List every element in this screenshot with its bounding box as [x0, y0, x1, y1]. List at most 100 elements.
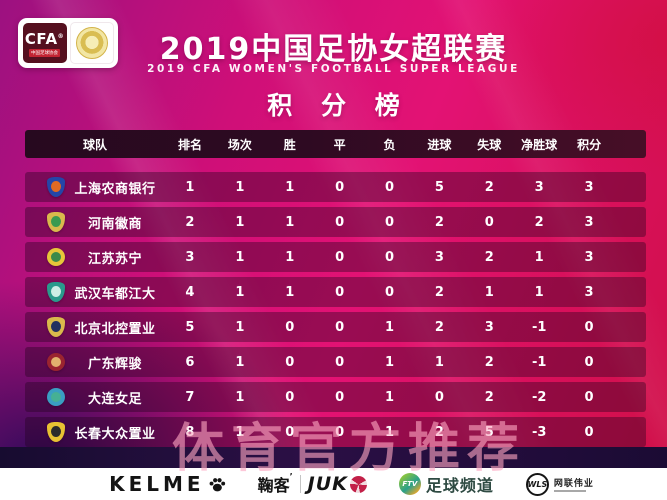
stat-value: 0 — [285, 354, 295, 370]
stat-value: 2 — [484, 249, 494, 265]
stat-value: 1 — [534, 284, 544, 300]
sponsor-juke: 鞠客’ JUK — [258, 472, 367, 496]
cfa-logo: CFA® 中国足球协会 — [18, 18, 118, 68]
team-badge-icon — [47, 212, 65, 232]
stat-value: -2 — [531, 389, 547, 405]
team-name: 上海农商银行 — [74, 181, 156, 197]
stat-value: 0 — [584, 319, 594, 335]
team-name: 广东辉骏 — [87, 356, 142, 372]
sponsor-football-channel: FTV 足球频道 — [398, 472, 494, 496]
stat-value: 3 — [584, 284, 594, 300]
stat-value: 1 — [185, 179, 195, 195]
standings-table: 球队 排名 场次 胜 平 负 进球 失球 净胜球 积分 上海农商银行 1 1 1 0 0 5 2 3 3 河南徽商 2 1… — [25, 130, 646, 452]
column-header: 场次 — [227, 137, 252, 152]
cfa-logo-emblem-box — [69, 22, 114, 64]
stat-value: 1 — [285, 284, 295, 300]
stat-value: 0 — [335, 284, 345, 300]
table-row: 北京北控置业 5 1 0 0 1 2 3 -1 0 — [25, 312, 646, 342]
team-badge-icon — [47, 248, 65, 266]
wls-circle-icon: WLS — [525, 472, 549, 496]
team-cell: 江苏苏宁 — [25, 248, 165, 267]
juke-latin-wordmark: JUK — [307, 473, 348, 495]
stat-value: -1 — [531, 354, 547, 370]
stat-value: 0 — [285, 424, 295, 440]
juke-mark: ’ — [289, 472, 293, 481]
stat-value: 0 — [584, 389, 594, 405]
column-header: 排名 — [177, 137, 202, 152]
football-icon — [349, 475, 367, 493]
column-header: 平 — [333, 137, 346, 152]
stat-value: 8 — [185, 424, 195, 440]
stat-value: 1 — [384, 354, 395, 370]
stat-value: 3 — [434, 249, 444, 265]
team-badge-icon — [47, 317, 65, 337]
column-header: 负 — [383, 137, 396, 152]
standings-heading: 积 分 榜 — [267, 91, 410, 120]
team-cell: 长春大众置业 — [25, 422, 165, 442]
table-row: 河南徽商 2 1 1 0 0 2 0 2 3 — [25, 207, 646, 237]
column-header: 进球 — [427, 137, 452, 152]
stat-value: 0 — [285, 389, 295, 405]
wls-english-tagline — [553, 490, 586, 492]
table-body: 上海农商银行 1 1 1 0 0 5 2 3 3 河南徽商 2 1 1 0 0 2 0 2 3 江苏苏宁 3 1 1 0 0 3 2 1… — [25, 172, 646, 447]
stat-value: 0 — [335, 354, 345, 370]
stat-value: 1 — [285, 179, 295, 195]
stat-value: 2 — [434, 319, 444, 335]
paw-icon — [209, 478, 225, 492]
stat-value: 3 — [185, 249, 195, 265]
page-subtitle: 2019 CFA WOMEN'S FOOTBALL SUPER LEAGUE — [147, 63, 520, 75]
stat-value: 5 — [484, 424, 494, 440]
team-name: 河南徽商 — [87, 216, 142, 232]
stat-value: 1 — [285, 249, 295, 265]
league-emblem-icon — [75, 27, 108, 59]
team-cell: 广东辉骏 — [25, 353, 165, 372]
football-channel-wordmark: 足球频道 — [425, 476, 494, 495]
stat-value: 1 — [384, 424, 395, 440]
stat-value: 1 — [484, 284, 494, 300]
stat-value: 2 — [185, 214, 195, 230]
stat-value: 1 — [235, 249, 245, 265]
stat-value: 0 — [335, 214, 345, 230]
stat-value: 0 — [335, 424, 345, 440]
stat-value: 1 — [384, 389, 395, 405]
stat-value: 1 — [384, 319, 395, 335]
cfa-logo-text: CFA® — [24, 30, 65, 48]
team-badge-icon — [47, 422, 65, 442]
divider — [299, 475, 301, 493]
ftv-globe-icon: FTV — [398, 473, 421, 495]
table-header-row: 球队 排名 场次 胜 平 负 进球 失球 净胜球 积分 — [25, 130, 646, 158]
column-header: 积分 — [577, 137, 602, 152]
column-header: 失球 — [477, 137, 502, 152]
team-name: 武汉车都江大 — [74, 286, 156, 302]
table-row: 广东辉骏 6 1 0 0 1 1 2 -1 0 — [25, 347, 646, 377]
stat-value: 1 — [285, 214, 295, 230]
stat-value: 2 — [484, 354, 494, 370]
stat-value: 0 — [335, 249, 345, 265]
stat-value: 3 — [584, 214, 594, 230]
stat-value: 2 — [484, 389, 494, 405]
juke-chinese-wordmark: 鞠客’ — [257, 472, 293, 495]
cfa-logo-left: CFA® 中国足球协会 — [22, 23, 67, 63]
cfa-logo-subtext: 中国足球协会 — [29, 49, 60, 57]
stat-value: 0 — [384, 214, 395, 230]
team-badge-icon — [47, 282, 65, 302]
sponsor-wls: WLS 网联伟业 — [525, 472, 594, 496]
column-header: 净胜球 — [521, 137, 558, 152]
stat-value: 0 — [335, 389, 345, 405]
stat-value: 3 — [534, 179, 544, 195]
bottom-divider-band — [0, 447, 667, 468]
stat-value: 2 — [434, 424, 444, 440]
stat-value: 3 — [584, 179, 594, 195]
column-header: 球队 — [82, 137, 107, 152]
stat-value: 1 — [235, 319, 245, 335]
stat-value: 2 — [534, 214, 544, 230]
stat-value: 7 — [185, 389, 195, 405]
team-badge-icon — [47, 388, 65, 406]
stat-value: 0 — [584, 354, 594, 370]
stat-value: 6 — [185, 354, 195, 370]
table-row: 江苏苏宁 3 1 1 0 0 3 2 1 3 — [25, 242, 646, 272]
table-row: 上海农商银行 1 1 1 0 0 5 2 3 3 — [25, 172, 646, 202]
stat-value: 2 — [434, 214, 444, 230]
column-header: 胜 — [283, 137, 296, 152]
